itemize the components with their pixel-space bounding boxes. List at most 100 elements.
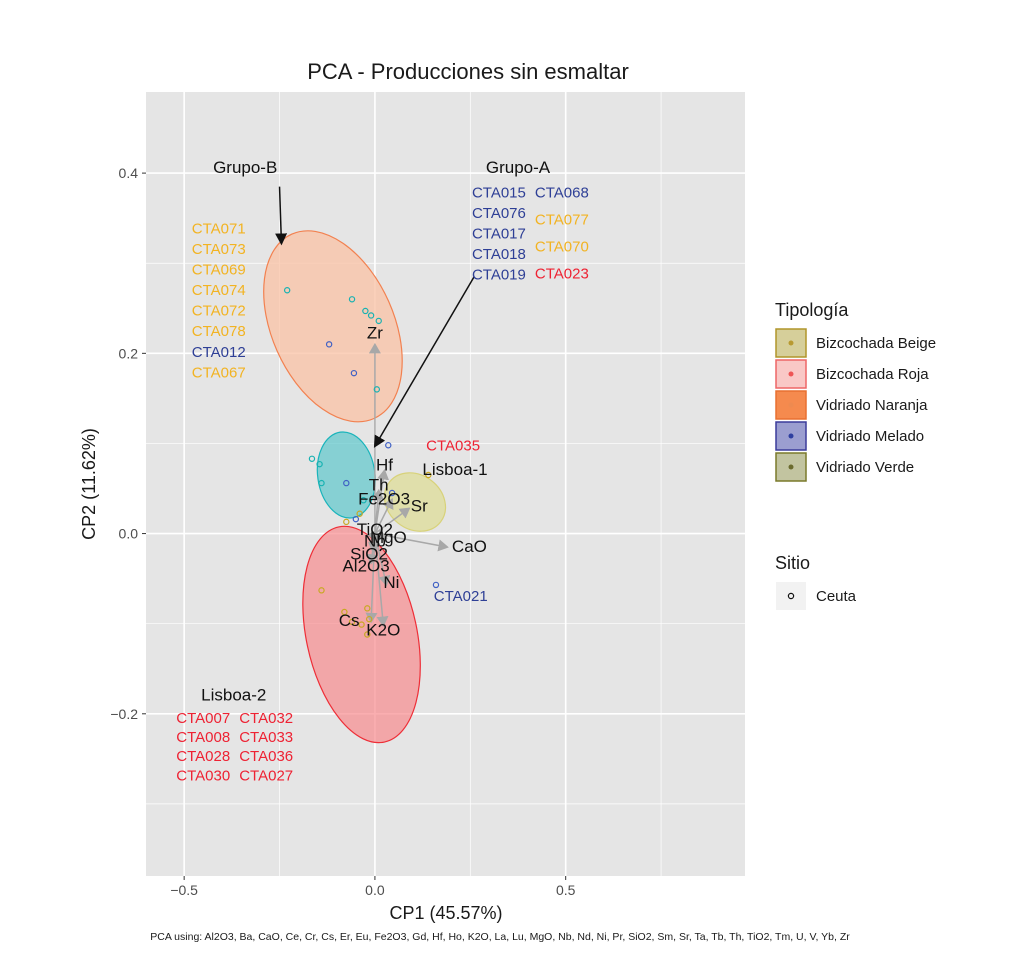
sample-label: CTA070 <box>535 239 589 256</box>
chart-title: PCA - Producciones sin esmaltar <box>307 59 629 84</box>
shape-legend-label: Ceuta <box>816 588 857 605</box>
sample-label: CTA028 <box>176 748 230 765</box>
legend-key-dot <box>788 464 794 470</box>
x-axis-label: CP1 (45.57%) <box>389 903 502 923</box>
loading-label-k2o: K2O <box>366 620 400 639</box>
sample-label: CTA032 <box>239 710 293 727</box>
sample-label: CTA018 <box>472 246 526 263</box>
sample-label: CTA069 <box>192 262 246 279</box>
sample-label: CTA073 <box>192 241 246 258</box>
sample-point <box>375 317 382 325</box>
loading-arrow-fe2o3 <box>374 497 394 534</box>
y-tick-label: 0.2 <box>119 345 139 361</box>
sample-label: CTA007 <box>176 710 230 727</box>
sample-label: CTA068 <box>535 184 589 201</box>
x-tick-label: 0.0 <box>365 882 385 898</box>
sample-label: CTA036 <box>239 748 293 765</box>
sample-label: CTA012 <box>192 344 246 361</box>
x-tick-label: −0.5 <box>170 882 198 898</box>
sample-label: CTA035 <box>426 438 480 455</box>
y-axis-label: CP2 (11.62%) <box>79 428 99 540</box>
sample-label: CTA071 <box>192 220 246 237</box>
annotation-arrow-grupo-a <box>373 276 475 448</box>
annotation-title-lisboa-2: Lisboa-2 <box>201 685 266 704</box>
legend-items: Bizcochada Beige Bizcochada Roja Vidriado … <box>775 328 936 482</box>
sample-label: CTA077 <box>535 211 589 228</box>
sample-point <box>425 471 432 479</box>
shape-legend-key <box>776 582 806 610</box>
sample-label: CTA027 <box>239 767 293 784</box>
sample-label: CTA076 <box>472 205 526 222</box>
shape-legend-title: Sitio <box>775 553 810 573</box>
sample-point <box>358 621 365 628</box>
x-tick-label: 0.5 <box>556 882 576 898</box>
sample-label: CTA033 <box>239 729 293 746</box>
sample-point <box>364 631 371 638</box>
shape-legend-items: Ceuta <box>776 582 857 610</box>
sample-label: CTA019 <box>472 267 526 284</box>
sample-point <box>385 442 392 449</box>
sample-label: CTA023 <box>535 266 589 283</box>
sample-points <box>283 287 440 638</box>
sample-point <box>316 460 323 468</box>
sample-label: CTA017 <box>472 226 526 243</box>
sample-label: CTA074 <box>192 282 246 299</box>
sample-point <box>365 615 373 623</box>
sample-label: CTA015 <box>472 184 526 201</box>
group-annotations: Grupo-B CTA071 CTA073 CTA069 CTA074 CTA072 CTA… <box>176 158 589 784</box>
sample-point <box>360 497 367 504</box>
legend-key-dot <box>788 402 794 408</box>
loading-label-ni: Ni <box>383 573 399 592</box>
sample-point <box>343 479 350 487</box>
sample-point <box>348 618 356 626</box>
sample-point <box>356 510 363 517</box>
sample-point <box>308 455 316 462</box>
legend-key-dot <box>788 371 794 377</box>
loading-label-cao: CaO <box>452 537 487 556</box>
legend-label: Bizcochada Roja <box>816 366 929 383</box>
sample-point <box>388 489 396 497</box>
legend-label: Bizcochada Beige <box>816 335 936 352</box>
sample-point <box>432 581 440 589</box>
axes: −0.5 0.0 0.5 −0.2 0.0 0.2 0.4 <box>110 165 575 898</box>
sample-label: Lisboa-1 <box>422 460 487 479</box>
ellipse-lisboa-2 <box>302 525 421 744</box>
sample-label: CTA078 <box>192 323 246 340</box>
annotation-title-grupo-b: Grupo-B <box>213 158 277 177</box>
sample-label: CTA021 <box>434 588 488 605</box>
legend: Tipología Bizcochada Beige Bizcochada Roj… <box>775 300 936 610</box>
sample-label: CTA067 <box>192 364 246 381</box>
annotation-title-grupo-a: Grupo-A <box>486 158 551 177</box>
shape-legend-key-circle <box>787 592 795 600</box>
sample-point <box>367 312 375 319</box>
ellipse-grupo-b <box>263 230 403 423</box>
sample-point <box>362 307 369 315</box>
sample-point <box>318 587 325 594</box>
y-tick-label: −0.2 <box>110 706 138 722</box>
loading-label-sio2: SiO2 <box>350 545 388 564</box>
sample-point <box>318 479 325 487</box>
loading-label-cs: Cs <box>339 611 360 630</box>
plot-panel <box>146 92 745 876</box>
loading-label-th: Th <box>369 475 389 494</box>
loading-label-fe2o3: Fe2O3 <box>358 489 410 508</box>
sample-label: CTA072 <box>192 303 246 320</box>
annotation-arrow-grupo-b <box>275 186 288 246</box>
legend-key-dot <box>788 433 794 439</box>
loading-label-sr: Sr <box>411 496 428 515</box>
loading-label-tio2: TiO2 <box>357 520 393 539</box>
loading-arrow-th <box>371 488 384 534</box>
sample-point <box>364 605 371 612</box>
y-tick-label: 0.4 <box>119 165 139 181</box>
sample-point <box>348 296 356 303</box>
sample-label: CTA008 <box>176 729 230 746</box>
loading-label-mgo: MgO <box>370 528 407 547</box>
loading-label-hf: Hf <box>376 455 393 474</box>
y-tick-label: 0.0 <box>119 526 139 542</box>
caption: PCA using: Al2O3, Ba, CaO, Ce, Cr, Cs, E… <box>150 931 850 943</box>
loading-label-nb: Nb <box>364 532 386 551</box>
confidence-ellipses <box>263 230 447 744</box>
